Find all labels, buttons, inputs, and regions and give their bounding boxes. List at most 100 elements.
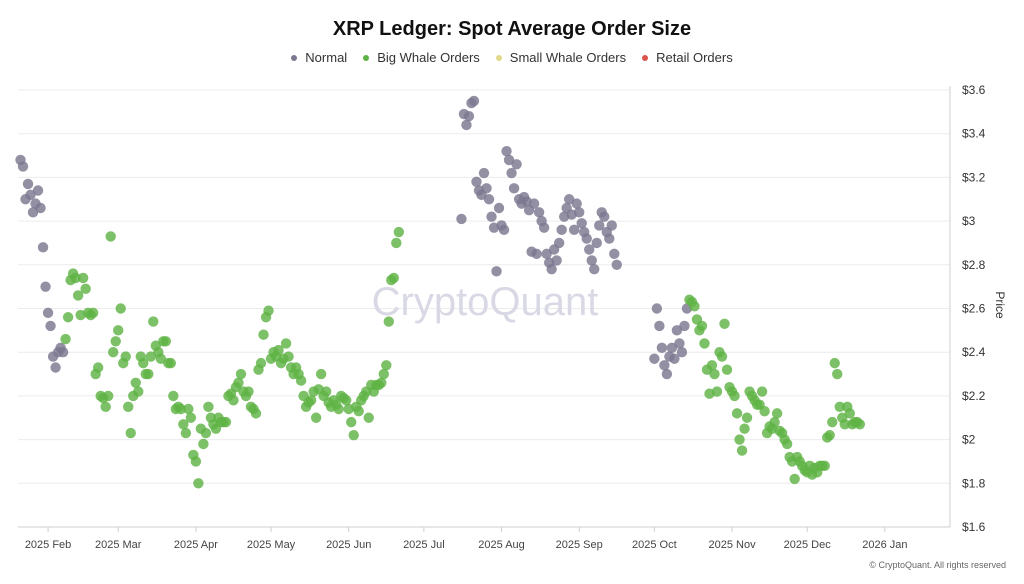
data-point — [393, 226, 405, 238]
data-point — [739, 423, 750, 434]
series-big-whale-orders — [60, 226, 866, 489]
data-point — [22, 178, 34, 190]
data-point — [175, 403, 187, 415]
data-point — [736, 445, 748, 456]
data-point — [60, 333, 71, 345]
data-point — [471, 176, 482, 187]
data-point — [233, 377, 244, 388]
data-point — [72, 290, 84, 301]
data-point — [273, 344, 284, 356]
data-point — [220, 416, 232, 428]
data-point — [27, 207, 39, 218]
data-point — [363, 412, 374, 423]
data-point — [553, 237, 565, 249]
data-point — [258, 329, 269, 340]
data-point — [228, 395, 239, 406]
data-point — [511, 159, 522, 170]
data-point — [674, 338, 685, 349]
data-point — [741, 412, 753, 423]
data-point — [115, 303, 126, 314]
x-tick-label: 2026 Jan — [862, 539, 907, 551]
legend-label: Small Whale Orders — [509, 50, 627, 65]
y-tick-label: $3.2 — [962, 170, 986, 184]
data-point — [133, 386, 144, 397]
data-point — [832, 368, 843, 380]
data-point — [709, 368, 720, 380]
data-point — [769, 416, 780, 428]
data-point — [483, 194, 495, 205]
data-point — [57, 347, 69, 358]
data-point — [829, 357, 840, 369]
legend-item-big-whale-orders[interactable]: Big Whale Orders — [363, 50, 480, 65]
data-point — [87, 307, 99, 319]
data-point — [102, 390, 114, 402]
data-point — [37, 242, 49, 253]
data-point — [604, 233, 615, 244]
chart-legend: Normal Big Whale Orders Small Whale Orders… — [0, 50, 1024, 65]
data-point — [711, 386, 723, 397]
data-point — [827, 416, 838, 428]
data-point — [609, 248, 620, 260]
y-tick-label: $3.4 — [962, 127, 986, 141]
data-point — [669, 353, 680, 364]
data-point — [391, 237, 402, 249]
data-point — [320, 386, 332, 397]
legend-dot — [642, 54, 649, 61]
y-tick-label: $2.4 — [962, 345, 986, 359]
legend-item-small-whale-orders[interactable]: Small Whale Orders — [495, 50, 627, 65]
data-point — [243, 386, 254, 397]
x-tick-label: 2025 May — [247, 539, 296, 551]
data-point — [584, 244, 595, 255]
y-tick-label: $2.8 — [962, 258, 986, 272]
y-tick-label: $1.6 — [962, 520, 986, 534]
x-tick-label: 2025 Jun — [326, 539, 371, 551]
data-point — [759, 405, 770, 417]
y-tick-label: $2.6 — [962, 302, 986, 316]
data-point — [165, 357, 177, 369]
data-point — [145, 351, 156, 362]
data-point — [538, 222, 550, 233]
data-point — [481, 183, 492, 194]
data-point — [42, 307, 54, 319]
data-point — [568, 224, 580, 236]
data-point — [478, 167, 490, 179]
legend-item-normal[interactable]: Normal — [291, 50, 347, 65]
x-tick-label: 2025 Nov — [708, 539, 756, 551]
y-tick-label: $1.8 — [962, 476, 986, 490]
x-tick-label: 2025 Dec — [784, 539, 832, 551]
data-point — [310, 412, 322, 423]
data-point — [508, 183, 520, 194]
data-point — [839, 419, 850, 430]
data-point — [203, 401, 214, 413]
x-tick-label: 2025 Aug — [478, 539, 525, 551]
data-point — [125, 427, 136, 439]
data-point — [679, 320, 690, 332]
data-point — [528, 198, 540, 209]
data-point — [581, 233, 592, 244]
x-tick-label: 2025 Apr — [174, 539, 218, 551]
data-point — [611, 259, 622, 270]
data-point — [100, 401, 111, 413]
data-point — [383, 316, 394, 327]
data-point — [541, 248, 552, 260]
data-point — [503, 154, 515, 166]
watermark: CryptoQuant — [372, 280, 599, 324]
x-tick-label: 2025 Jul — [403, 539, 445, 551]
data-point — [378, 368, 389, 380]
data-point — [591, 237, 602, 249]
data-point — [283, 351, 294, 362]
data-point — [123, 401, 134, 413]
data-point — [180, 427, 192, 439]
data-point — [388, 272, 400, 284]
data-point — [280, 338, 292, 349]
data-point — [706, 360, 718, 371]
data-point — [556, 224, 567, 236]
data-point — [148, 316, 159, 327]
x-tick-label: 2025 Mar — [95, 539, 142, 551]
legend-label: Big Whale Orders — [377, 50, 480, 65]
data-point — [734, 434, 745, 445]
legend-dot — [363, 54, 370, 61]
data-point — [32, 185, 44, 196]
legend-item-retail-orders[interactable]: Retail Orders — [642, 50, 733, 65]
